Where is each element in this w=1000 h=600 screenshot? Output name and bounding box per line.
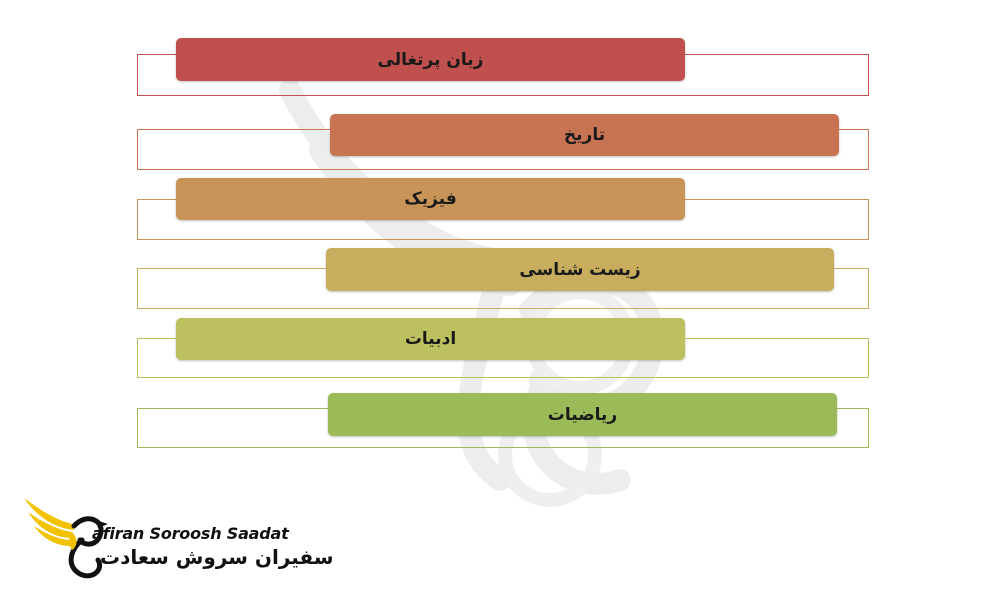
company-logo: afiran Soroosh Saadat سفیران سروش سعادت — [22, 490, 334, 585]
row-bar-3: فیزیک — [176, 178, 685, 220]
row-bar-6: ریاضیات — [328, 393, 837, 436]
bird-wing-logo-icon — [24, 498, 108, 579]
row-bar-4: زیست شناسی — [326, 248, 834, 291]
row-bar-5: ادبیات — [176, 318, 685, 360]
row-label-2: تاریخ — [563, 125, 606, 145]
row-label-3: فیزیک — [404, 189, 457, 209]
logo-persian-text: سفیران سروش سعادت — [100, 545, 334, 569]
logo-english-text: afiran Soroosh Saadat — [92, 524, 289, 543]
row-label-5: ادبیات — [404, 329, 457, 349]
row-bar-1: زبان پرتغالی — [176, 38, 685, 81]
row-label-4: زیست شناسی — [519, 259, 641, 280]
row-bar-2: تاریخ — [330, 114, 839, 156]
row-label-6: ریاضیات — [547, 404, 618, 425]
row-label-1: زبان پرتغالی — [377, 49, 484, 70]
